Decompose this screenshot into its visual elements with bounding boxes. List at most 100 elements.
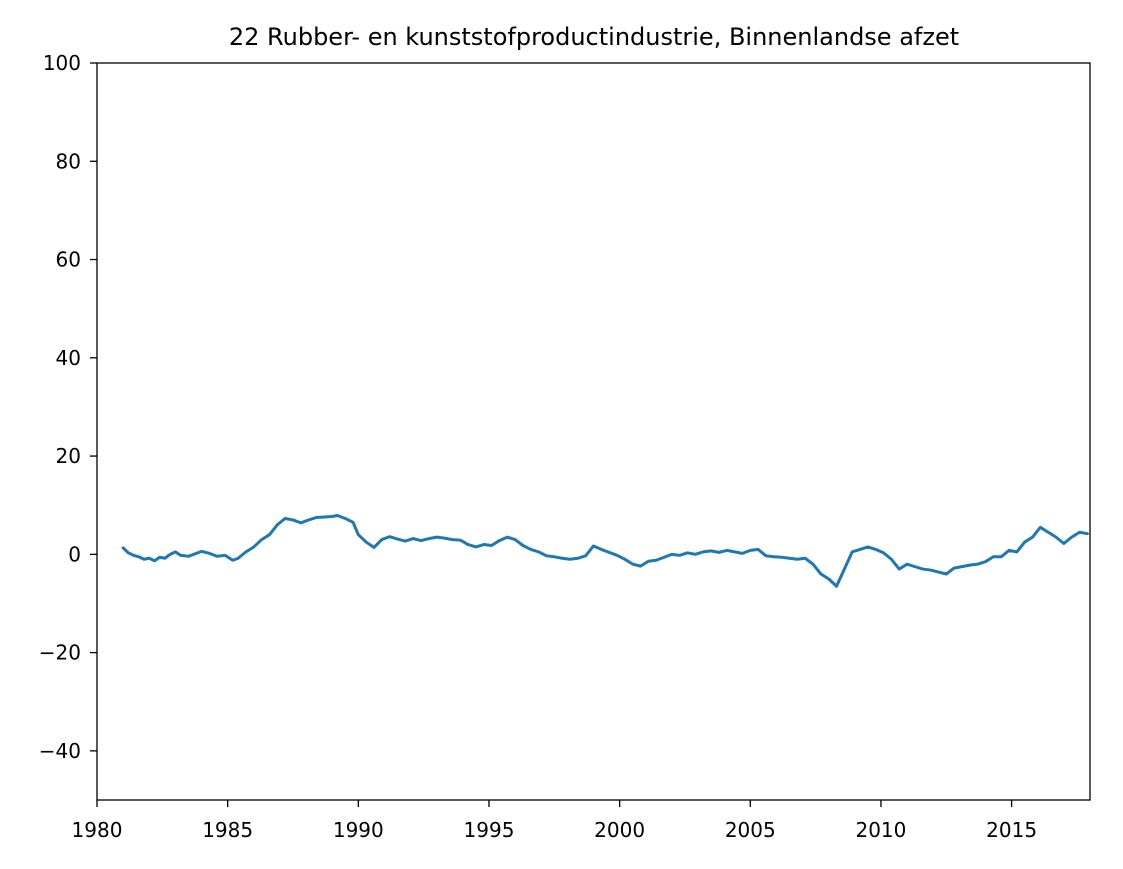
data-point xyxy=(1086,532,1089,535)
y-tick-label: 0 xyxy=(68,542,81,566)
data-point xyxy=(741,552,744,555)
y-axis: −40 −20 0 20 40 60 80 100 xyxy=(39,51,97,763)
data-point xyxy=(773,555,775,558)
data-point xyxy=(710,550,712,552)
data-point xyxy=(506,536,509,538)
data-point xyxy=(968,564,971,566)
data-point xyxy=(195,552,198,555)
data-point xyxy=(276,524,279,526)
data-point xyxy=(820,573,822,575)
data-point xyxy=(1016,551,1018,553)
data-point xyxy=(1078,531,1081,534)
data-point xyxy=(655,559,658,562)
data-point xyxy=(252,546,255,548)
data-point xyxy=(906,563,908,565)
data-point xyxy=(451,538,454,541)
y-tick-label: 60 xyxy=(56,248,81,272)
data-point xyxy=(357,533,360,536)
data-point xyxy=(153,559,156,562)
x-tick-label: 1990 xyxy=(333,818,384,842)
data-point xyxy=(961,565,963,568)
data-point xyxy=(537,551,540,553)
y-tick-label: 20 xyxy=(56,444,81,468)
data-point xyxy=(725,549,728,552)
data-point xyxy=(561,557,563,560)
data-point xyxy=(482,543,485,546)
data-point xyxy=(336,514,339,517)
data-point xyxy=(268,533,271,536)
data-point xyxy=(851,551,853,553)
data-point xyxy=(200,550,203,553)
data-point xyxy=(702,551,705,553)
data-point xyxy=(953,567,955,569)
data-point xyxy=(300,522,302,524)
data-point xyxy=(381,538,383,541)
data-point xyxy=(835,585,838,588)
data-point xyxy=(616,554,618,557)
data-point xyxy=(245,551,247,553)
data-point xyxy=(365,541,367,543)
data-point xyxy=(459,539,462,541)
data-point xyxy=(608,551,610,554)
data-point xyxy=(1070,536,1073,538)
data-point xyxy=(292,519,294,521)
data-point xyxy=(260,538,263,541)
data-point xyxy=(1000,555,1002,558)
data-point xyxy=(237,557,239,560)
data-point xyxy=(592,545,595,547)
data-point xyxy=(443,537,446,539)
data-point xyxy=(553,555,556,558)
data-point xyxy=(396,538,399,540)
data-point xyxy=(404,540,407,542)
data-point xyxy=(132,554,135,557)
data-point xyxy=(686,552,689,554)
data-point xyxy=(373,546,375,549)
x-tick-label: 2000 xyxy=(594,818,645,842)
series-layer xyxy=(121,514,1089,588)
y-tick-label: −20 xyxy=(39,641,81,665)
data-point xyxy=(976,563,979,565)
data-point xyxy=(307,519,310,521)
data-point xyxy=(179,554,182,557)
y-tick-label: 80 xyxy=(56,149,81,173)
data-point xyxy=(284,517,286,520)
data-point xyxy=(323,516,326,518)
data-point xyxy=(232,559,234,562)
data-point xyxy=(1063,542,1065,545)
data-point xyxy=(1023,541,1026,543)
data-point xyxy=(843,568,846,570)
data-point xyxy=(315,516,318,519)
data-point xyxy=(584,555,587,557)
data-point xyxy=(224,554,226,557)
data-point xyxy=(529,548,532,551)
data-point xyxy=(600,548,603,551)
data-point xyxy=(498,539,501,542)
data-point xyxy=(1039,526,1042,529)
data-point xyxy=(490,544,493,547)
data-point xyxy=(937,571,940,573)
data-point xyxy=(122,547,124,549)
x-tick-label: 2015 xyxy=(986,818,1037,842)
data-point xyxy=(577,557,579,560)
data-point xyxy=(174,551,177,553)
data-point xyxy=(467,543,469,546)
y-tick-label: 40 xyxy=(56,346,81,370)
data-point xyxy=(331,515,333,518)
data-point xyxy=(514,538,516,541)
y-tick-label: −40 xyxy=(39,739,81,763)
data-point xyxy=(428,537,430,540)
data-point xyxy=(914,565,916,568)
data-point xyxy=(663,556,665,559)
x-tick-label: 1995 xyxy=(464,818,515,842)
data-point xyxy=(148,557,151,560)
data-point xyxy=(475,546,477,548)
plot-frame xyxy=(96,62,1091,801)
data-point xyxy=(898,568,901,570)
data-point xyxy=(187,555,190,558)
data-point xyxy=(733,551,736,553)
data-point xyxy=(882,552,885,554)
data-point xyxy=(874,548,877,551)
data-point xyxy=(647,560,650,563)
data-point xyxy=(1047,531,1049,534)
data-point xyxy=(1055,536,1057,538)
